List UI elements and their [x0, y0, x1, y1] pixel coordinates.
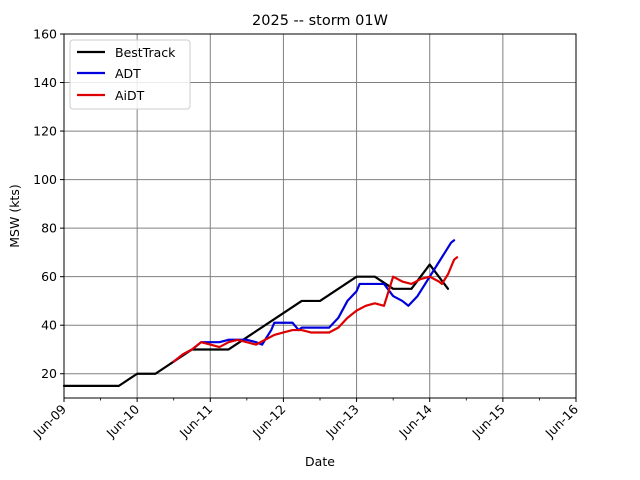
y-tick-label: 140: [33, 75, 57, 90]
x-axis-label: Date: [305, 454, 335, 469]
series-line-adt: [172, 239, 456, 363]
y-tick-label: 20: [41, 366, 57, 381]
legend: BestTrack ADT AiDT: [69, 39, 191, 110]
legend-label-adt: ADT: [115, 66, 141, 81]
y-tick-label: 80: [41, 221, 57, 236]
legend-label-aidt: AiDT: [115, 88, 145, 103]
y-tick-label: 100: [33, 172, 57, 187]
legend-label-besttrack: BestTrack: [115, 45, 176, 60]
series-line-aidt: [172, 256, 459, 363]
y-axis-label: MSW (kts): [7, 184, 22, 247]
y-tick-label: 60: [41, 269, 57, 284]
series-lines: [62, 239, 459, 387]
chart-title: 2025 -- storm 01W: [252, 13, 388, 29]
y-tick-label: 160: [33, 27, 57, 42]
legend-box: [69, 39, 191, 110]
y-tick-label: 40: [41, 318, 57, 333]
y-tick-label: 120: [33, 124, 57, 139]
